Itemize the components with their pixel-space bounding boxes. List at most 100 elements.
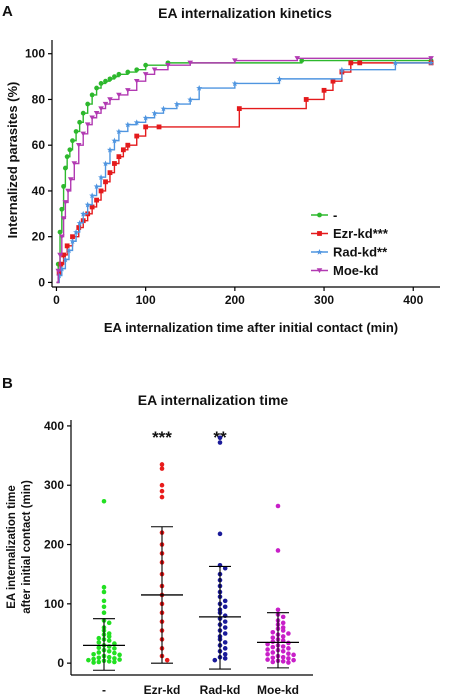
chart-a-series-1-point bbox=[64, 243, 70, 249]
chart-b-group-0-point bbox=[101, 498, 107, 504]
chart-a-series-1-point bbox=[143, 124, 149, 130]
chart-a-series-2-point bbox=[69, 238, 76, 245]
chart-b-group-2-point bbox=[212, 657, 218, 663]
chart-b-group-0-point bbox=[96, 655, 102, 661]
chart-a-y-tick-label: 80 bbox=[32, 92, 46, 106]
chart-a-series-1-point bbox=[107, 170, 113, 176]
chart-a-series-1-point bbox=[303, 97, 309, 102]
chart-a-series-2-point bbox=[196, 85, 203, 91]
chart-a-series-2-point bbox=[151, 110, 158, 116]
chart-a-series-1-point bbox=[156, 124, 162, 130]
chart-a-plot: 0 20 40 60 80 100 0 100 200 300 400 bbox=[25, 40, 440, 307]
chart-a-series-0-point bbox=[107, 76, 113, 82]
chart-b-group-3-point bbox=[280, 659, 286, 664]
chart-b-group-0-point bbox=[106, 659, 112, 664]
chart-b-group-3-point bbox=[265, 647, 270, 652]
chart-a-y-tick-label: 100 bbox=[25, 47, 45, 61]
chart-a-x-axis-label: EA internalization time after initial co… bbox=[104, 320, 398, 335]
chart-a-series-2-point bbox=[142, 114, 149, 121]
chart-a-series-0-point bbox=[98, 81, 104, 86]
chart-b-y-axis-label-line2: after initial contact (min) bbox=[21, 480, 33, 614]
chart-a-series-3-point bbox=[57, 252, 63, 258]
chart-a-series-3-point bbox=[84, 122, 91, 128]
chart-b-group-3-point bbox=[280, 620, 286, 626]
chart-a-series-3-point bbox=[142, 72, 149, 77]
chart-b-group-0-point bbox=[91, 651, 96, 657]
legend-label-0: - bbox=[333, 208, 337, 223]
chart-a-series-0-point bbox=[125, 69, 131, 75]
chart-a-series-0-point bbox=[116, 71, 122, 77]
chart-a-series-0-point bbox=[59, 206, 65, 212]
chart-b-group-3-point bbox=[286, 631, 291, 636]
chart-b-y-axis-label-line1: EA internalization time bbox=[6, 485, 18, 609]
chart-a-series-3-point bbox=[65, 188, 71, 194]
chart-a-series-2-point bbox=[428, 59, 435, 66]
chart-b-group-0-point bbox=[96, 650, 102, 655]
chart-b-group-0-point bbox=[106, 654, 112, 660]
chart-b-group-1-point bbox=[159, 466, 165, 471]
chart-b-group-0-point bbox=[106, 620, 112, 626]
chart-a-series-1-point bbox=[125, 142, 131, 148]
chart-a-series-0-point bbox=[67, 147, 73, 153]
chart-a-series-2-point bbox=[98, 174, 105, 181]
chart-a-series-3-point bbox=[62, 200, 69, 205]
chart-b-group-0-point bbox=[106, 634, 112, 639]
chart-a-series-0-point bbox=[94, 85, 99, 91]
chart-b-group-1-point bbox=[159, 488, 165, 494]
chart-a-series-2-point bbox=[84, 201, 91, 208]
chart-b-group-0-point bbox=[112, 656, 117, 661]
chart-a-y-tick-label: 0 bbox=[38, 275, 45, 289]
chart-a-series-1-point bbox=[89, 204, 95, 210]
chart-b-group-2-point bbox=[222, 656, 228, 661]
chart-a-series-2-point bbox=[160, 105, 167, 112]
chart-b-group-0-point bbox=[96, 659, 102, 665]
chart-a-series-3-point bbox=[133, 78, 140, 84]
chart-b-category-label: Moe-kd bbox=[257, 683, 299, 697]
chart-a-series-0-point bbox=[64, 154, 70, 160]
chart-a-series-0-point bbox=[70, 138, 75, 144]
chart-a-series-2-point bbox=[80, 210, 87, 217]
chart-a-y-tick-label: 60 bbox=[32, 138, 46, 152]
chart-a-x-tick-label: 300 bbox=[314, 293, 334, 307]
chart-a-series-1-point bbox=[70, 234, 75, 240]
chart-b-y-tick-label: 0 bbox=[57, 656, 64, 670]
chart-a-series-1-point bbox=[98, 188, 104, 194]
chart-a-series-0-point bbox=[85, 101, 91, 107]
chart-b-group-3-point bbox=[280, 614, 286, 620]
chart-b-group-2-point bbox=[222, 640, 228, 645]
chart-b-group-3-point bbox=[280, 628, 286, 633]
chart-a-series-3-point bbox=[116, 92, 122, 98]
chart-b-group-2-point bbox=[222, 604, 228, 610]
chart-a-series-3-point bbox=[98, 106, 104, 112]
chart-a-series-0-point bbox=[103, 78, 108, 84]
chart-b-y-tick-label: 300 bbox=[44, 478, 64, 492]
chart-a-series-1-point bbox=[61, 252, 66, 258]
chart-a-series-1-point bbox=[120, 147, 126, 153]
chart-b-group-0-point bbox=[101, 604, 107, 610]
chart-b-group-0-point bbox=[106, 638, 112, 643]
chart-b-group-3-point bbox=[265, 651, 270, 657]
chart-b-group-3-point bbox=[291, 657, 296, 663]
chart-a-series-1-point bbox=[236, 106, 242, 112]
chart-b-group-2-point bbox=[222, 619, 228, 624]
chart-b-group-3-point bbox=[280, 634, 286, 639]
chart-b-group-1-point bbox=[164, 657, 170, 663]
chart-b-group-3-point bbox=[270, 635, 276, 640]
chart-b-group-2-point bbox=[222, 646, 228, 651]
panel-b-letter: B bbox=[2, 375, 13, 392]
legend-swatch-marker-0 bbox=[317, 212, 322, 218]
chart-a-series-3-point bbox=[71, 161, 78, 167]
chart-b-group-0-point bbox=[117, 657, 122, 662]
chart-a-series-2-point bbox=[65, 247, 72, 254]
chart-a-series-2-point bbox=[133, 119, 140, 126]
chart-b-group-2-point bbox=[222, 625, 228, 630]
chart-b-group-0-point bbox=[101, 610, 107, 616]
chart-a-series-3-point bbox=[60, 216, 67, 221]
chart-b-group-0-point bbox=[91, 656, 96, 662]
chart-a-series-3-point bbox=[187, 60, 194, 66]
legend-label-3: Moe-kd bbox=[333, 263, 379, 278]
chart-b-group-0-point bbox=[96, 640, 102, 645]
chart-b-group-3-point bbox=[270, 655, 276, 661]
chart-a-series-2-point bbox=[276, 75, 283, 82]
